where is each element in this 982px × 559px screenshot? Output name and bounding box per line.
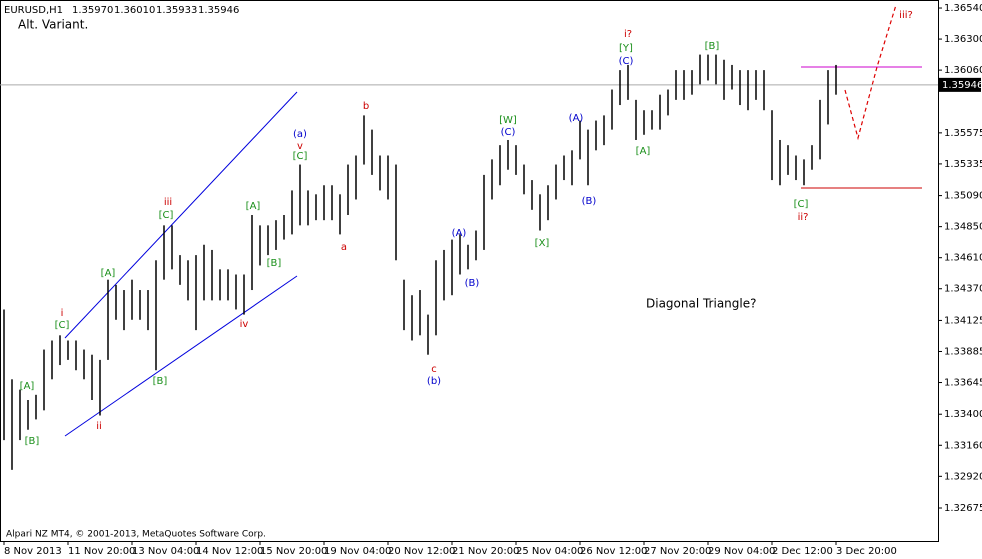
wave-label: (C) — [619, 56, 634, 67]
wave-label: iii — [164, 197, 172, 208]
header-value: 1.35970 — [72, 5, 113, 16]
wave-label: (A) — [569, 113, 584, 124]
footer: Alpari NZ MT4, © 2001-2013, MetaQuotes S… — [6, 530, 266, 540]
y-tick-label: 1.35575 — [944, 128, 982, 139]
wave-label: [C] — [55, 320, 70, 331]
wave-label: [C] — [794, 199, 809, 210]
wave-label: [W] — [499, 115, 517, 126]
symbol: EURUSD,H1 — [4, 5, 63, 16]
header-value: 1.35933 — [156, 5, 197, 16]
channel-line — [64, 275, 298, 437]
wave-label: [A] — [636, 146, 651, 157]
wave-label: ii — [96, 421, 102, 432]
y-tick-label: 1.34125 — [944, 315, 982, 326]
y-tick-label: 1.36540 — [944, 3, 982, 14]
wave-label: [C] — [159, 210, 174, 221]
x-tick-label: 20 Nov 12:00 — [388, 546, 455, 557]
x-tick-label: 21 Nov 20:00 — [452, 546, 519, 557]
wave-label: i? — [624, 29, 632, 40]
projection — [844, 4, 897, 141]
x-tick-label: 26 Nov 12:00 — [580, 546, 647, 557]
wave-label: (b) — [427, 376, 441, 387]
y-tick-label: 1.35090 — [944, 191, 982, 202]
wave-label: [X] — [535, 238, 550, 249]
wave-label: (B) — [582, 196, 597, 207]
wave-label: a — [341, 242, 347, 253]
y-tick-label: 1.36300 — [944, 34, 982, 45]
wave-label: i — [61, 308, 64, 319]
y-tick-label: 1.32920 — [944, 471, 982, 482]
wave-label: (B) — [465, 278, 480, 289]
wave-label: ii? — [798, 212, 809, 223]
wave-label: [A] — [101, 268, 116, 279]
price-label: 1.35946 — [942, 80, 982, 91]
x-tick-label: 3 Dec 20:00 — [836, 546, 897, 557]
x-tick-label: 2 Dec 12:00 — [772, 546, 833, 557]
y-tick-label: 1.34610 — [944, 253, 982, 264]
wave-label: [B] — [267, 258, 282, 269]
subtitle: Alt. Variant. — [18, 18, 88, 32]
y-tick-label: 1.32675 — [944, 503, 982, 514]
wave-label: b — [363, 101, 369, 112]
wave-label: (C) — [501, 127, 516, 138]
y-tick-label: 1.36060 — [944, 65, 982, 76]
x-tick-label: 14 Nov 12:00 — [196, 546, 263, 557]
annotation: Diagonal Triangle? — [646, 297, 757, 311]
wave-label: [Y] — [619, 43, 633, 54]
x-tick-label: 13 Nov 04:00 — [132, 546, 199, 557]
y-tick-label: 1.33160 — [944, 440, 982, 451]
header: EURUSD,H1 1.35970 1.36010 1.35933 1.3594… — [4, 5, 239, 16]
x-tick-label: 11 Nov 20:00 — [68, 546, 135, 557]
y-tick-label: 1.34850 — [944, 222, 982, 233]
x-tick-label: 29 Nov 04:00 — [708, 546, 775, 557]
wave-label: [C] — [293, 151, 308, 162]
y-tick-label: 1.33645 — [944, 378, 982, 389]
plot-frame — [0, 0, 939, 542]
x-tick-label: 8 Nov 2013 — [4, 546, 62, 557]
x-tick-label: 27 Nov 20:00 — [644, 546, 711, 557]
x-tick-label: 19 Nov 04:00 — [324, 546, 391, 557]
wave-label: (A) — [452, 228, 467, 239]
wave-label: iv — [240, 319, 249, 330]
wave-label: [A] — [20, 381, 35, 392]
wave-label: [B] — [705, 41, 720, 52]
header-value: 1.36010 — [114, 5, 155, 16]
wave-label: c — [431, 364, 437, 375]
y-tick-label: 1.34370 — [944, 284, 982, 295]
wave-label: [B] — [25, 436, 40, 447]
channel-line — [64, 91, 298, 339]
wave-label: iii? — [899, 10, 913, 21]
wave-label: v — [297, 141, 303, 152]
wave-label: [B] — [153, 376, 168, 387]
wave-label: [A] — [246, 201, 261, 212]
y-tick-label: 1.33885 — [944, 346, 982, 357]
wave-label: (a) — [293, 129, 307, 140]
header-value: 1.35946 — [198, 5, 239, 16]
x-tick-label: 25 Nov 04:00 — [516, 546, 583, 557]
x-tick-label: 15 Nov 20:00 — [260, 546, 327, 557]
y-tick-label: 1.35335 — [944, 159, 982, 170]
price-box — [939, 77, 981, 92]
y-tick-label: 1.33400 — [944, 409, 982, 420]
